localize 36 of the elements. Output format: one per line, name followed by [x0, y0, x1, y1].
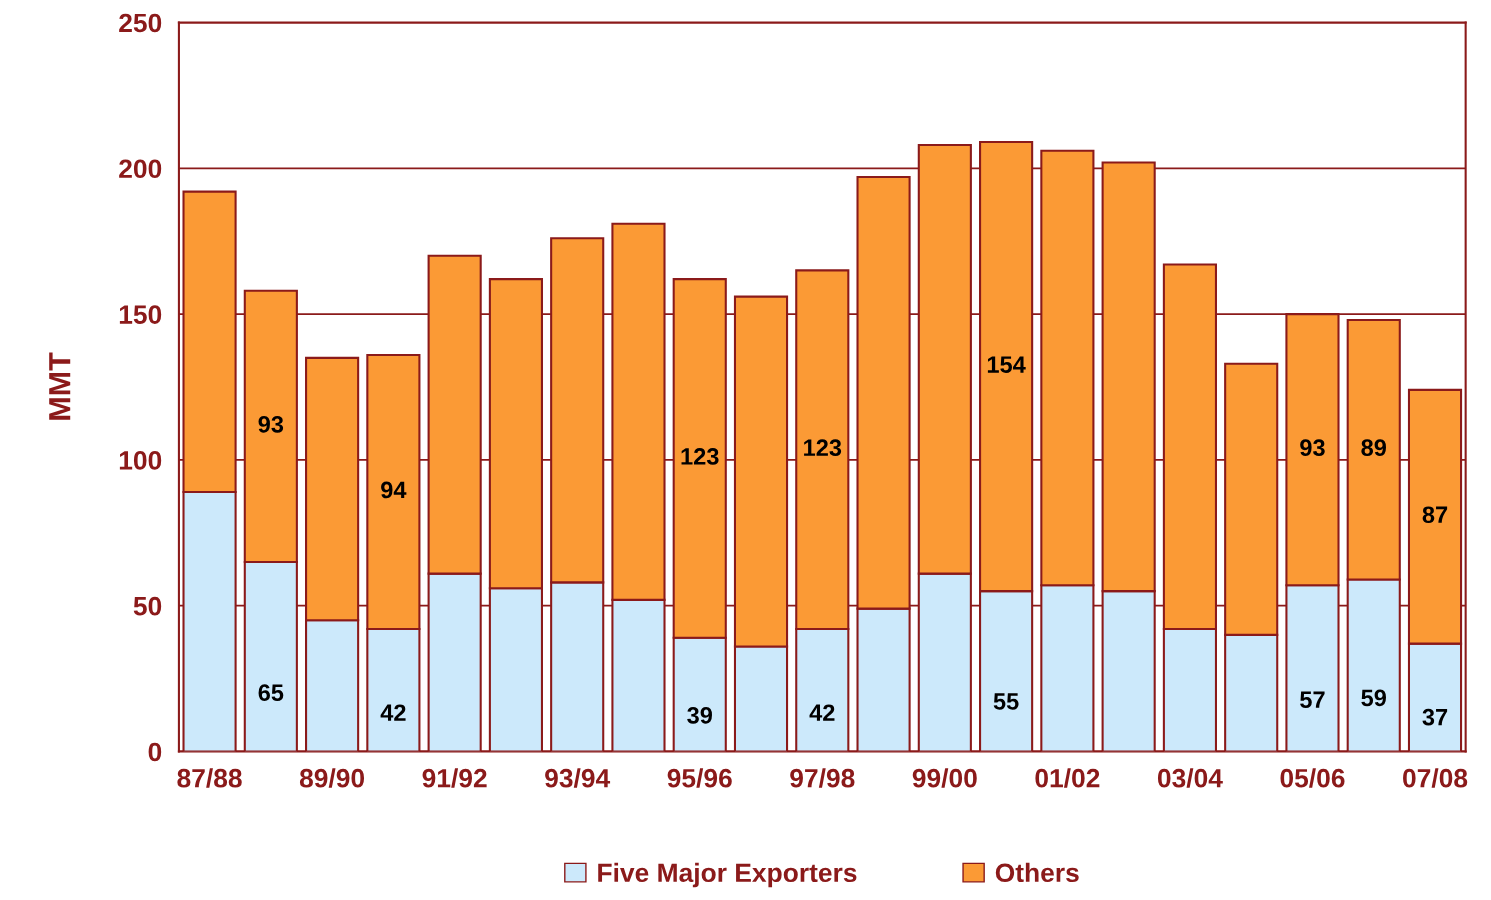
x-tick-label: 97/98 — [790, 768, 855, 788]
data-label: 42 — [380, 704, 406, 721]
data-label: 55 — [993, 693, 1019, 710]
data-label: 39 — [687, 707, 712, 724]
y-tick-label: 0 — [148, 742, 162, 762]
data-label: 154 — [987, 356, 1026, 373]
data-label: 123 — [681, 448, 719, 465]
y-tick-label: 150 — [119, 305, 162, 324]
y-tick-label: 250 — [119, 13, 162, 33]
data-label: 59 — [1361, 689, 1386, 707]
x-tick-label: 07/08 — [1403, 768, 1468, 788]
x-tick-label: 93/94 — [545, 768, 611, 788]
data-label: 94 — [381, 481, 407, 499]
legend-label: Five Major Exporters — [598, 862, 857, 888]
data-label: 123 — [804, 439, 842, 457]
x-tick-label: 99/00 — [912, 768, 977, 788]
x-tick-label: 01/02 — [1035, 768, 1100, 788]
data-label: 89 — [1361, 439, 1386, 457]
y-tick-label: 50 — [133, 596, 162, 616]
y-tick-label: 200 — [119, 159, 162, 179]
x-tick-label: 89/90 — [299, 768, 365, 788]
data-label: 37 — [1422, 708, 1448, 726]
data-label: 87 — [1422, 506, 1448, 524]
x-tick-label: 91/92 — [422, 768, 487, 788]
legend-label: Others — [995, 862, 1079, 883]
data-label: 93 — [258, 415, 284, 433]
data-label: 93 — [1300, 439, 1325, 457]
data-label: 42 — [809, 704, 835, 721]
y-tick-label: 100 — [119, 451, 162, 470]
data-label: 57 — [1300, 691, 1325, 708]
x-tick-label: 05/06 — [1280, 768, 1345, 788]
x-tick-label: 95/96 — [667, 768, 732, 788]
data-label: 65 — [258, 684, 284, 701]
x-tick-label: 03/04 — [1157, 768, 1223, 788]
y-axis-title: MMT — [49, 352, 71, 420]
x-tick-label: 87/88 — [177, 768, 242, 788]
